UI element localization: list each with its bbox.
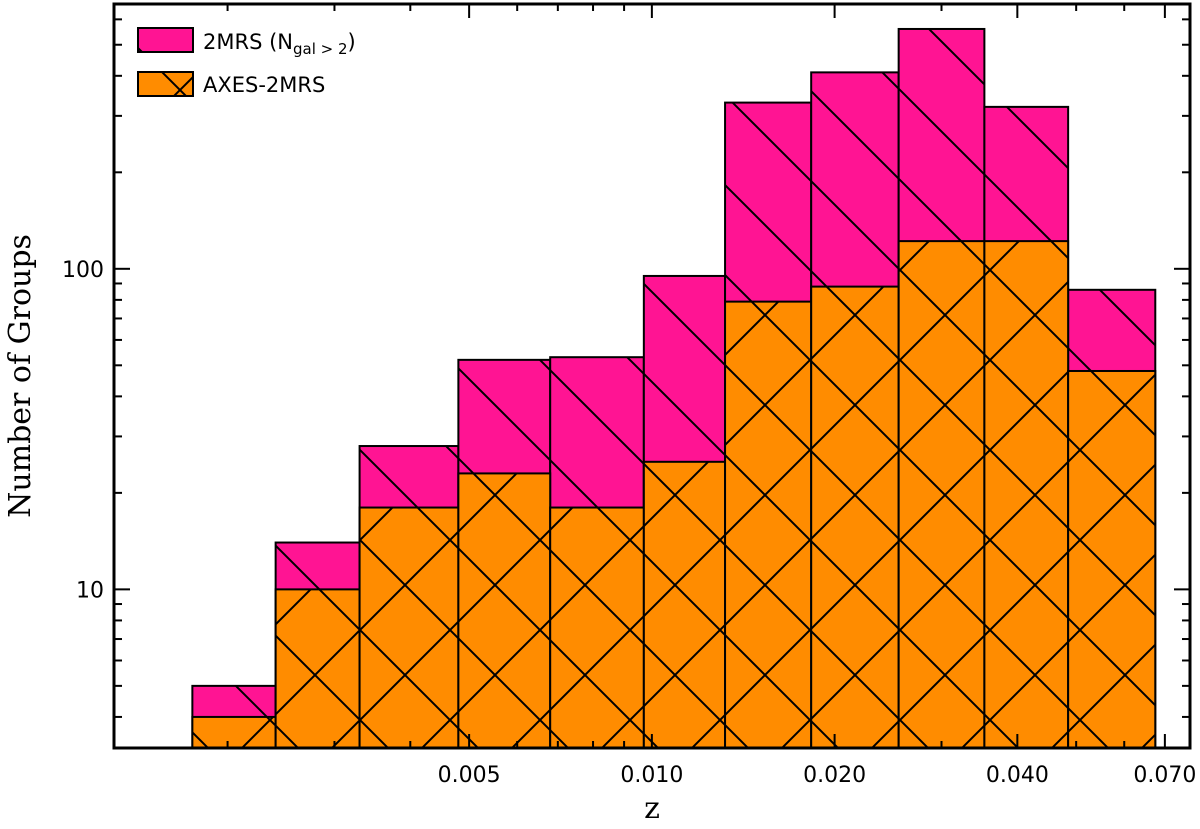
bar-hatch-s1-bin-5 <box>642 460 727 748</box>
legend-label-2mrs-subscript: gal > 2 <box>293 40 348 58</box>
bar-hatch-s1-bin-6 <box>724 300 813 748</box>
bar-hatch-s1-bin-7 <box>810 285 900 748</box>
bar-hatch-s1-bin-8 <box>897 240 986 748</box>
legend-label-axes: AXES-2MRS <box>203 73 325 97</box>
y-tick-label-0: 10 <box>76 578 104 603</box>
bar-hatch-s1-bin-1 <box>274 588 361 748</box>
bar-hatch-s1-bin-0 <box>191 715 277 748</box>
bar-hatch-s1-bin-4 <box>549 506 645 748</box>
legend-label-2mrs: 2MRS (Ngal > 2) <box>203 30 356 58</box>
y-axis-ticks: 10 100 <box>62 18 1190 718</box>
x-tick-label-0: 0.005 <box>438 763 501 788</box>
x-axis-label: z <box>644 791 660 826</box>
y-tick-label-1: 100 <box>62 258 104 283</box>
legend: 2MRS (Ngal > 2) AXES-2MRS <box>137 27 356 97</box>
legend-swatch-2mrs-hatch <box>137 27 194 53</box>
legend-label-2mrs-main: 2MRS (N <box>203 30 293 54</box>
bar-hatch-s1-bin-10 <box>1067 369 1157 748</box>
x-axis-ticks: 0.005 0.010 0.020 0.040 0.070 <box>226 4 1196 788</box>
x-tick-label-4: 0.070 <box>1133 763 1196 788</box>
legend-label-2mrs-close: ) <box>348 30 356 54</box>
bar-hatch-s1-bin-9 <box>983 240 1070 748</box>
legend-swatch-axes-hatch <box>137 71 194 97</box>
x-tick-label-2: 0.020 <box>803 763 866 788</box>
series-axes-2mrs-bars <box>191 240 1157 748</box>
x-tick-label-1: 0.010 <box>620 763 683 788</box>
bar-hatch-s1-bin-3 <box>457 472 552 748</box>
y-axis-label: Number of Groups <box>3 234 38 518</box>
x-tick-label-3: 0.040 <box>986 763 1049 788</box>
bar-hatch-s1-bin-2 <box>358 506 460 748</box>
